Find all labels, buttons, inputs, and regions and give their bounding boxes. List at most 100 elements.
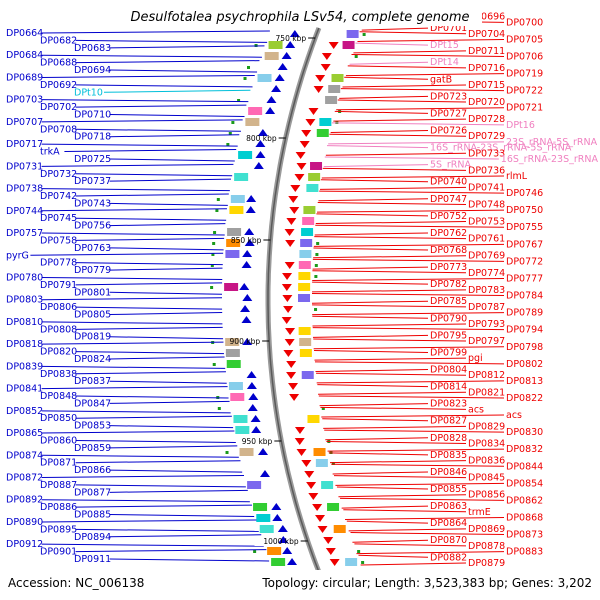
forward-label-leader [318,198,429,202]
category-block [301,228,314,236]
reverse-label-leader [41,543,264,547]
feature-rail [210,30,366,566]
forward-label-leader [313,247,429,251]
forward-label-leader [319,190,505,194]
forward-label-leader [328,141,505,145]
reverse-gene-label: DP0892 [6,495,43,506]
category-block [228,382,243,390]
forward-gene-label: 5S_rRNA [430,160,471,171]
category-block [308,173,321,181]
forward-label-leader [312,281,429,285]
reverse-label-leader [109,202,228,206]
reverse-gene-label: DP0742 [40,191,77,202]
reverse-label-leader [41,430,235,434]
forward-gene-label: DP0878 [468,541,505,552]
forward-gene-arrow [286,361,297,368]
category-block [233,415,248,423]
reverse-label-leader [75,128,241,132]
forward-label-leader [338,494,467,498]
forward-gene-label: DP0836 [468,456,505,467]
reverse-gene-label: DP0702 [40,102,77,113]
forward-gene-label: DP0832 [506,444,543,455]
reverse-gene-label: DP0664 [6,28,43,39]
forward-label-leader [344,76,429,80]
reverse-gene-label: DP0859 [74,443,111,454]
reverse-gene-arrow [255,140,266,147]
reverse-label-leader [75,84,253,88]
forward-label-leader [335,482,505,486]
forward-label-leader [312,323,467,327]
reverse-gene-label: DP0824 [74,354,111,365]
reverse-gene-arrow [271,85,282,92]
forward-gene-arrow [283,306,294,313]
reverse-label-leader [41,74,255,78]
track-dot [354,55,358,58]
forward-gene-label: DP0727 [430,108,467,119]
reverse-label-leader [109,469,243,473]
forward-gene-label: DP0795 [430,330,467,341]
reverse-gene-arrow [281,52,292,59]
reverse-gene-arrow [251,426,262,433]
forward-gene-label: DP0862 [506,495,543,506]
reverse-label-leader [41,99,249,103]
map-title: Desulfotalea psychrophila LSv54, complet… [130,10,469,25]
forward-label-leader [312,312,505,316]
forward-gene-label: DP0783 [468,285,505,296]
reverse-label-leader [75,282,223,286]
reverse-gene-arrow [265,107,276,114]
reverse-gene-arrow [241,316,252,323]
reverse-gene-label: DP0694 [74,65,111,76]
forward-gene-arrow [284,229,295,236]
forward-label-leader [336,107,505,111]
scale-tick-label: 850 kbp [231,236,262,245]
reverse-gene-label: DP0717 [6,139,43,150]
reverse-label-leader [41,410,231,414]
genome-summary-text: Topology: circular; Length: 3,523,383 bp… [261,576,592,590]
forward-label-leader [313,346,505,350]
reverse-gene-arrow [289,30,300,37]
forward-gene-label: DP0774 [468,268,505,279]
forward-label-leader [326,440,467,444]
reverse-gene-label: DP0758 [40,235,77,246]
reverse-label-leader [41,208,227,212]
reverse-gene-arrow [282,547,293,554]
forward-label-leader [345,516,505,520]
forward-label-leader [312,327,505,331]
forward-gene-arrow [308,493,319,500]
forward-gene-label: DP0715 [468,80,505,91]
reverse-gene-arrow [287,558,298,565]
forward-gene-arrow [294,174,305,181]
reverse-gene-arrow [255,151,266,158]
reverse-gene-arrow [248,393,259,400]
reverse-label-leader [109,400,230,404]
reverse-gene-label: DP0718 [74,132,111,143]
forward-gene-arrow [285,328,296,335]
reverse-gene-arrow [253,162,264,169]
forward-gene-label: DP0746 [506,188,543,199]
category-block [271,558,286,566]
forward-label-leader [352,539,429,543]
category-block [346,30,359,38]
reverse-gene-arrow [247,404,258,411]
forward-gene-label: DP0879 [468,558,505,569]
forward-gene-label: DP0790 [430,313,467,324]
reverse-gene-arrow [241,261,252,268]
scale-tick-label: 950 kbp [242,437,273,446]
track-dot [314,264,318,267]
reverse-gene-label: DP0801 [74,287,111,298]
category-block [299,338,312,346]
category-block [298,272,311,280]
reverse-label-leader [109,489,248,493]
track-dot [226,143,230,146]
forward-label-leader [329,133,467,137]
category-block [298,327,311,335]
reverse-label-leader [109,178,231,182]
track-dot [215,209,219,212]
forward-gene-label: DP0755 [506,222,543,233]
reverse-label-leader [41,188,230,192]
reverse-gene-label: DP0895 [40,524,77,535]
reverse-gene-label: DP0689 [6,72,43,83]
forward-gene-label: DP0782 [430,279,467,290]
category-block [230,195,245,203]
track-dot [210,286,214,289]
